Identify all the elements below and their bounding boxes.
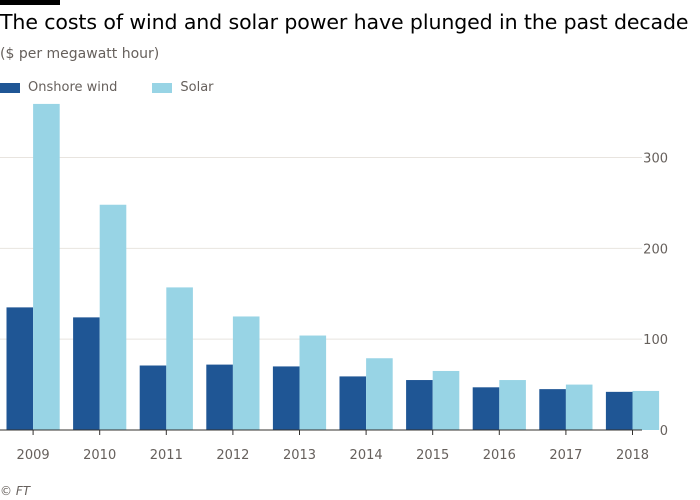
legend-item-onshore-wind: Onshore wind <box>0 80 117 95</box>
x-tick-label-2016: 2016 <box>483 448 516 463</box>
bar-onshore-wind-2016 <box>472 387 500 430</box>
top-accent-bar <box>0 0 60 5</box>
bar-solar-2015 <box>432 370 460 430</box>
bar-onshore-wind-2014 <box>339 376 367 430</box>
chart-title: The costs of wind and solar power have p… <box>0 10 689 34</box>
y-tick-label-300: 300 <box>643 152 668 167</box>
legend-label-onshore-wind: Onshore wind <box>28 80 118 95</box>
legend-label-solar: Solar <box>180 80 214 95</box>
chart-subtitle: ($ per megawatt hour) <box>0 46 160 62</box>
source-credit: © FT <box>0 484 31 498</box>
x-tick-label-2012: 2012 <box>216 448 249 463</box>
bar-onshore-wind-2017 <box>539 389 566 430</box>
y-tick-label-200: 200 <box>643 242 668 257</box>
x-tick-label-2014: 2014 <box>350 448 383 463</box>
bar-solar-2017 <box>565 384 593 430</box>
bar-solar-2012 <box>232 316 260 430</box>
bar-onshore-wind-2018 <box>605 391 633 430</box>
x-tick-label-2018: 2018 <box>616 448 649 463</box>
bar-solar-2009 <box>33 103 60 431</box>
bar-solar-2013 <box>299 335 327 430</box>
x-tick-label-2017: 2017 <box>549 448 582 463</box>
bar-onshore-wind-2015 <box>406 380 433 430</box>
bar-onshore-wind-2011 <box>139 365 167 430</box>
legend-item-solar: Solar <box>152 80 214 95</box>
bar-solar-2010 <box>99 204 127 430</box>
bar-solar-2018 <box>632 390 660 430</box>
bar-solar-2011 <box>166 287 193 430</box>
y-tick-label-100: 100 <box>643 333 668 348</box>
x-tick-label-2009: 2009 <box>17 448 50 463</box>
legend-swatch-solar <box>152 82 173 93</box>
bar-solar-2014 <box>366 358 393 430</box>
x-tick-label-2010: 2010 <box>83 448 116 463</box>
y-tick-label-0: 0 <box>660 424 668 439</box>
bar-onshore-wind-2012 <box>206 364 233 430</box>
bar-solar-2016 <box>499 380 526 430</box>
chart-legend: Onshore wind Solar <box>0 80 214 95</box>
x-tick-label-2015: 2015 <box>416 448 449 463</box>
bar-onshore-wind-2010 <box>73 317 100 430</box>
legend-swatch-onshore-wind <box>0 82 20 93</box>
x-tick-label-2013: 2013 <box>283 448 316 463</box>
bar-onshore-wind-2009 <box>6 307 34 430</box>
x-tick-label-2011: 2011 <box>150 448 183 463</box>
bar-onshore-wind-2013 <box>272 366 300 430</box>
